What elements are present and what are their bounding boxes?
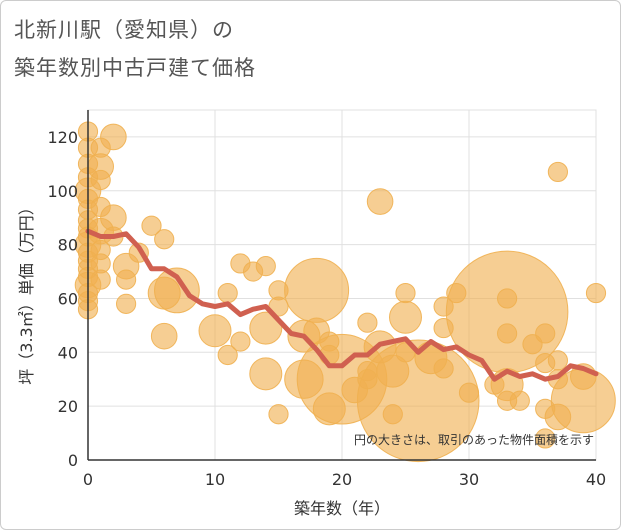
data-point [509, 390, 530, 411]
y-tick-label: 0 [68, 451, 78, 470]
data-point [535, 428, 556, 449]
y-tick-label: 40 [58, 343, 78, 362]
data-point [458, 382, 480, 403]
data-point [497, 323, 518, 344]
x-tick-label: 30 [459, 470, 479, 489]
x-tick-label: 20 [332, 470, 352, 489]
data-point [217, 344, 238, 366]
data-point [389, 300, 422, 334]
bubbles [74, 121, 616, 463]
y-tick-label: 120 [47, 128, 78, 147]
data-point [433, 358, 454, 379]
trend-line [85, 228, 599, 382]
data-point [284, 257, 350, 323]
data-point [141, 215, 162, 236]
x-tick-label: 40 [586, 470, 606, 489]
data-point [550, 368, 616, 434]
data-point [100, 123, 127, 151]
data-point [357, 312, 378, 333]
data-point [497, 288, 518, 309]
y-tick-label: 60 [58, 289, 78, 308]
x-axis-label: 築年数（年） [294, 499, 390, 518]
x-tick-label: 10 [205, 470, 225, 489]
chart-title-line1: 北新川駅（愛知県）の [14, 18, 234, 42]
data-point [249, 311, 283, 345]
data-point [547, 350, 569, 371]
y-tick-label: 100 [47, 182, 78, 201]
data-point [366, 188, 394, 215]
data-point [268, 404, 289, 425]
x-tick-label: 0 [83, 470, 93, 489]
data-point [90, 269, 111, 290]
data-point [90, 169, 111, 191]
data-point [154, 229, 175, 250]
data-point [255, 256, 276, 277]
size-note: 円の大きさは、取引のあった物件面積を示す [354, 432, 594, 447]
data-point [230, 331, 251, 352]
data-point [535, 323, 556, 344]
data-point [154, 267, 200, 314]
data-point [116, 269, 137, 290]
y-tick-label: 20 [58, 397, 78, 416]
data-point [217, 282, 238, 304]
y-axis-label: 坪（3.3㎡）単価（万円） [17, 199, 36, 384]
data-point [150, 322, 178, 350]
data-point [395, 282, 416, 304]
data-point [116, 293, 137, 314]
data-point [198, 314, 232, 348]
y-tick-label: 80 [58, 236, 78, 255]
data-point [547, 161, 569, 183]
chart-title-line2: 築年数別中古戸建て価格 [14, 56, 256, 80]
axis-ticks: 0 10 20 30 40 0 20 40 60 80 100 120 [47, 128, 606, 489]
data-point [585, 282, 607, 304]
data-point [249, 357, 283, 391]
